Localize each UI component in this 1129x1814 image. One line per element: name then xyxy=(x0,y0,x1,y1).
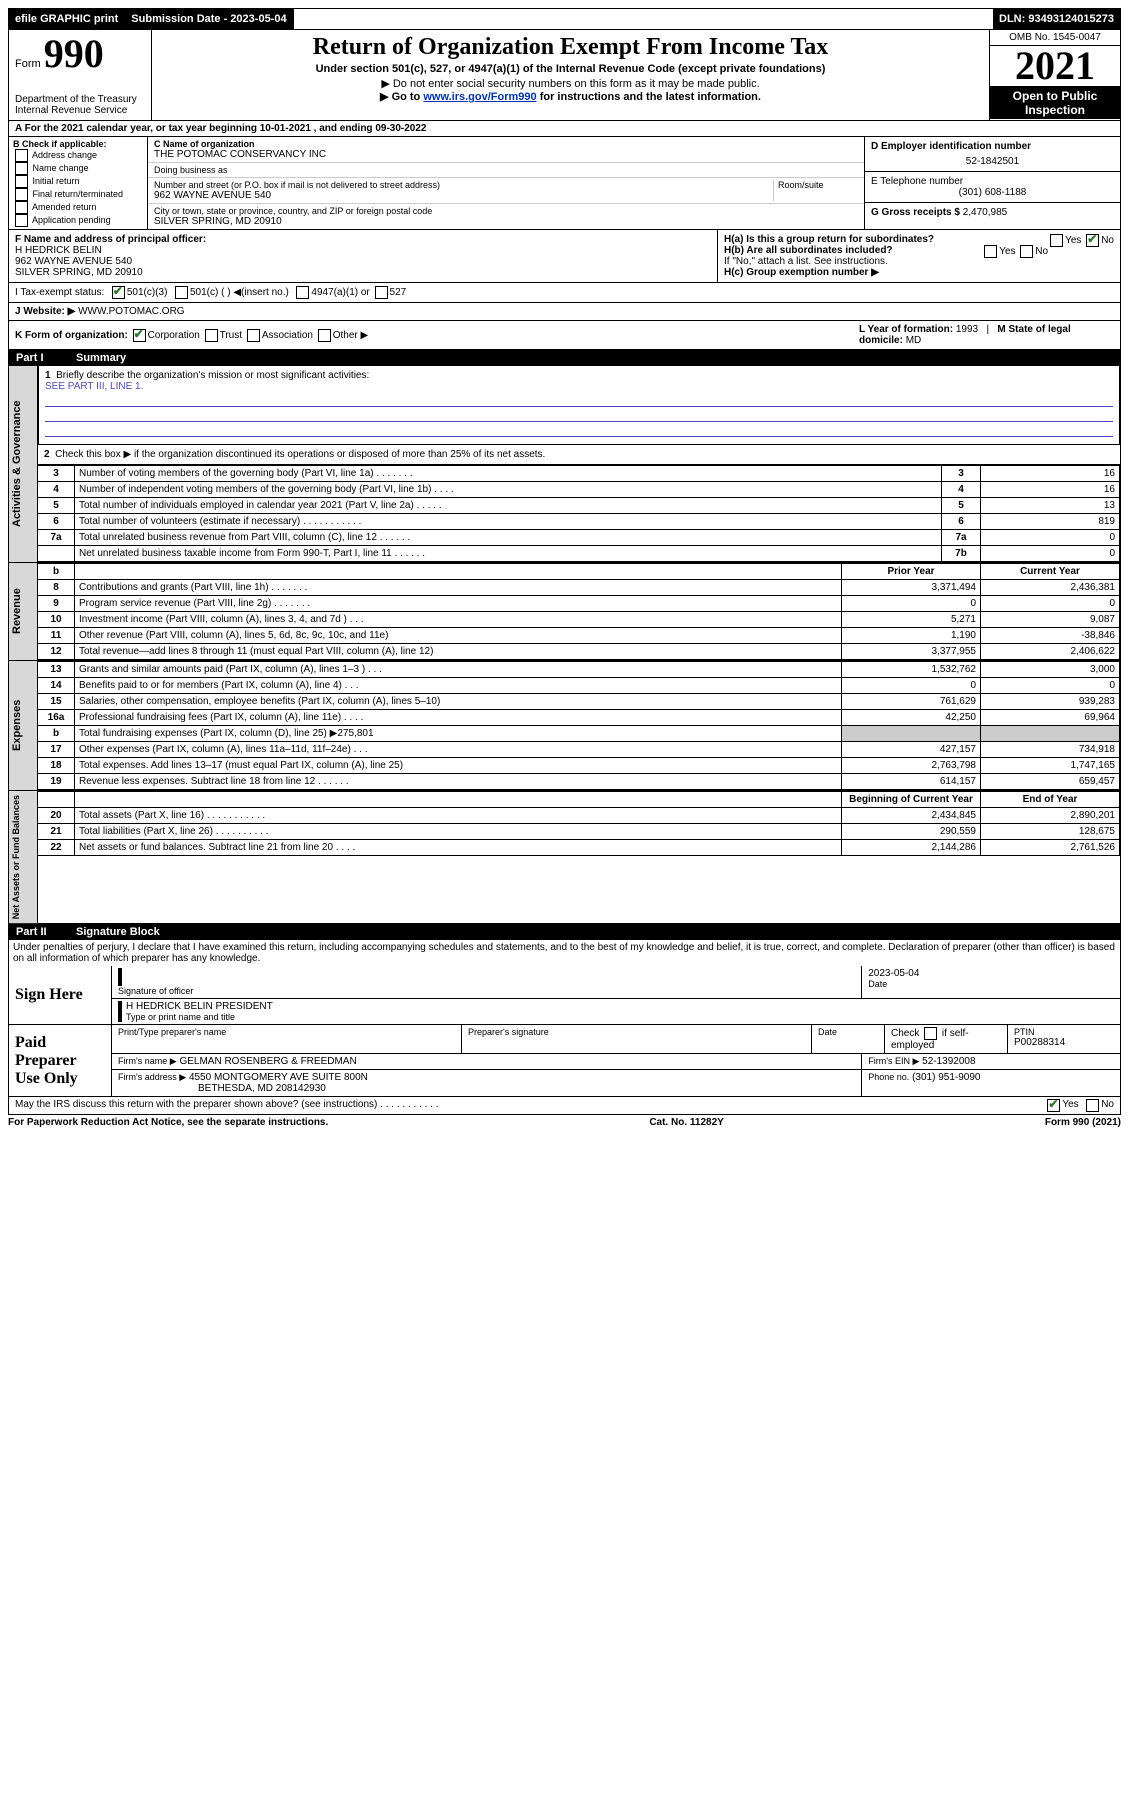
527-checkbox[interactable] xyxy=(375,286,388,299)
form-label: Form xyxy=(15,58,41,70)
final-return-checkbox[interactable] xyxy=(15,188,28,201)
irs-link[interactable]: www.irs.gov/Form990 xyxy=(423,91,536,103)
address-change-checkbox[interactable] xyxy=(15,149,28,162)
tax-year: 2021 xyxy=(990,46,1120,87)
page-footer: For Paperwork Reduction Act Notice, see … xyxy=(8,1115,1121,1130)
netassets-tab: Net Assets or Fund Balances xyxy=(9,791,38,923)
expenses-table: 13Grants and similar amounts paid (Part … xyxy=(38,661,1120,790)
year-formation: 1993 xyxy=(956,324,978,335)
assoc-checkbox[interactable] xyxy=(247,329,260,342)
name-change-checkbox[interactable] xyxy=(15,162,28,175)
subtitle-3: ▶ Go to www.irs.gov/Form990 for instruct… xyxy=(158,90,983,103)
firm-name: GELMAN ROSENBERG & FREEDMAN xyxy=(179,1056,356,1067)
mission-text: SEE PART III, LINE 1. xyxy=(45,381,1113,392)
paid-preparer-label: Paid Preparer Use Only xyxy=(9,1025,112,1096)
revenue-tab: Revenue xyxy=(9,563,38,660)
self-employed-checkbox[interactable] xyxy=(924,1027,937,1040)
501c-checkbox[interactable] xyxy=(175,286,188,299)
dept-label: Department of the Treasury xyxy=(15,94,145,105)
gross-receipts: 2,470,985 xyxy=(963,207,1008,218)
revenue-table: bPrior YearCurrent Year 8Contributions a… xyxy=(38,563,1120,660)
discuss-no-checkbox[interactable] xyxy=(1086,1099,1099,1112)
open-inspection: Open to Public Inspection xyxy=(990,87,1120,119)
sign-here-label: Sign Here xyxy=(9,966,112,1024)
firm-address: 4550 MONTGOMERY AVE SUITE 800N xyxy=(189,1072,368,1083)
discuss-row: May the IRS discuss this return with the… xyxy=(8,1097,1121,1115)
other-checkbox[interactable] xyxy=(318,329,331,342)
section-d: D Employer identification number 52-1842… xyxy=(864,137,1120,229)
firm-phone: (301) 951-9090 xyxy=(912,1072,980,1083)
discuss-yes-checkbox[interactable] xyxy=(1047,1099,1060,1112)
org-name: THE POTOMAC CONSERVANCY INC xyxy=(154,149,858,160)
initial-return-checkbox[interactable] xyxy=(15,175,28,188)
row-j: J Website: ▶ WWW.POTOMAC.ORG xyxy=(9,303,1120,321)
section-h: H(a) Is this a group return for subordin… xyxy=(717,230,1120,282)
submission-date: Submission Date - 2023-05-04 xyxy=(125,9,293,29)
governance-tab: Activities & Governance xyxy=(9,366,38,562)
501c3-checkbox[interactable] xyxy=(112,286,125,299)
irs-label: Internal Revenue Service xyxy=(15,105,145,116)
application-pending-checkbox[interactable] xyxy=(15,214,28,227)
hb-yes-checkbox[interactable] xyxy=(984,245,997,258)
subtitle-1: Under section 501(c), 527, or 4947(a)(1)… xyxy=(158,63,983,75)
corp-checkbox[interactable] xyxy=(133,329,146,342)
part-ii-header: Part II Signature Block xyxy=(8,924,1121,940)
mission-box: 1 Briefly describe the organization's mi… xyxy=(38,366,1120,445)
netassets-table: Beginning of Current YearEnd of Year 20T… xyxy=(38,791,1120,856)
form-title: Return of Organization Exempt From Incom… xyxy=(158,34,983,61)
hb-no-checkbox[interactable] xyxy=(1020,245,1033,258)
efile-button[interactable]: efile GRAPHIC print xyxy=(9,9,125,29)
sign-date: 2023-05-04 xyxy=(868,968,1114,979)
amended-return-checkbox[interactable] xyxy=(15,201,28,214)
declaration-text: Under penalties of perjury, I declare th… xyxy=(8,940,1121,966)
state-domicile: MD xyxy=(906,335,922,346)
governance-table: 3Number of voting members of the governi… xyxy=(38,465,1120,562)
section-c: C Name of organization THE POTOMAC CONSE… xyxy=(148,137,864,229)
officer-name: H HEDRICK BELIN xyxy=(15,245,711,256)
4947-checkbox[interactable] xyxy=(296,286,309,299)
phone: (301) 608-1188 xyxy=(871,187,1114,198)
city-state-zip: SILVER SPRING, MD 20910 xyxy=(154,216,858,227)
row-a-year: A For the 2021 calendar year, or tax yea… xyxy=(9,121,1120,137)
subtitle-2: ▶ Do not enter social security numbers o… xyxy=(158,77,983,90)
section-f: F Name and address of principal officer:… xyxy=(9,230,717,282)
street-address: 962 WAYNE AVENUE 540 xyxy=(154,190,773,201)
dln: DLN: 93493124015273 xyxy=(993,9,1120,29)
ha-yes-checkbox[interactable] xyxy=(1050,234,1063,247)
firm-ein: 52-1392008 xyxy=(922,1056,975,1067)
row-k: K Form of organization: Corporation Trus… xyxy=(9,321,1120,349)
expenses-tab: Expenses xyxy=(9,661,38,790)
ha-no-checkbox[interactable] xyxy=(1086,234,1099,247)
part-i-header: Part I Summary xyxy=(8,350,1121,366)
top-bar: efile GRAPHIC print Submission Date - 20… xyxy=(8,8,1121,30)
ptin: P00288314 xyxy=(1014,1037,1114,1048)
officer-signed-name: H HEDRICK BELIN PRESIDENT xyxy=(126,1001,1114,1012)
section-b: B Check if applicable: Address change Na… xyxy=(9,137,148,229)
trust-checkbox[interactable] xyxy=(205,329,218,342)
ein: 52-1842501 xyxy=(871,152,1114,167)
website: WWW.POTOMAC.ORG xyxy=(78,306,184,317)
form-header: Form 990 Department of the Treasury Inte… xyxy=(8,30,1121,121)
form-number: 990 xyxy=(44,31,104,76)
row-i: I Tax-exempt status: 501(c)(3) 501(c) ( … xyxy=(9,283,1120,303)
